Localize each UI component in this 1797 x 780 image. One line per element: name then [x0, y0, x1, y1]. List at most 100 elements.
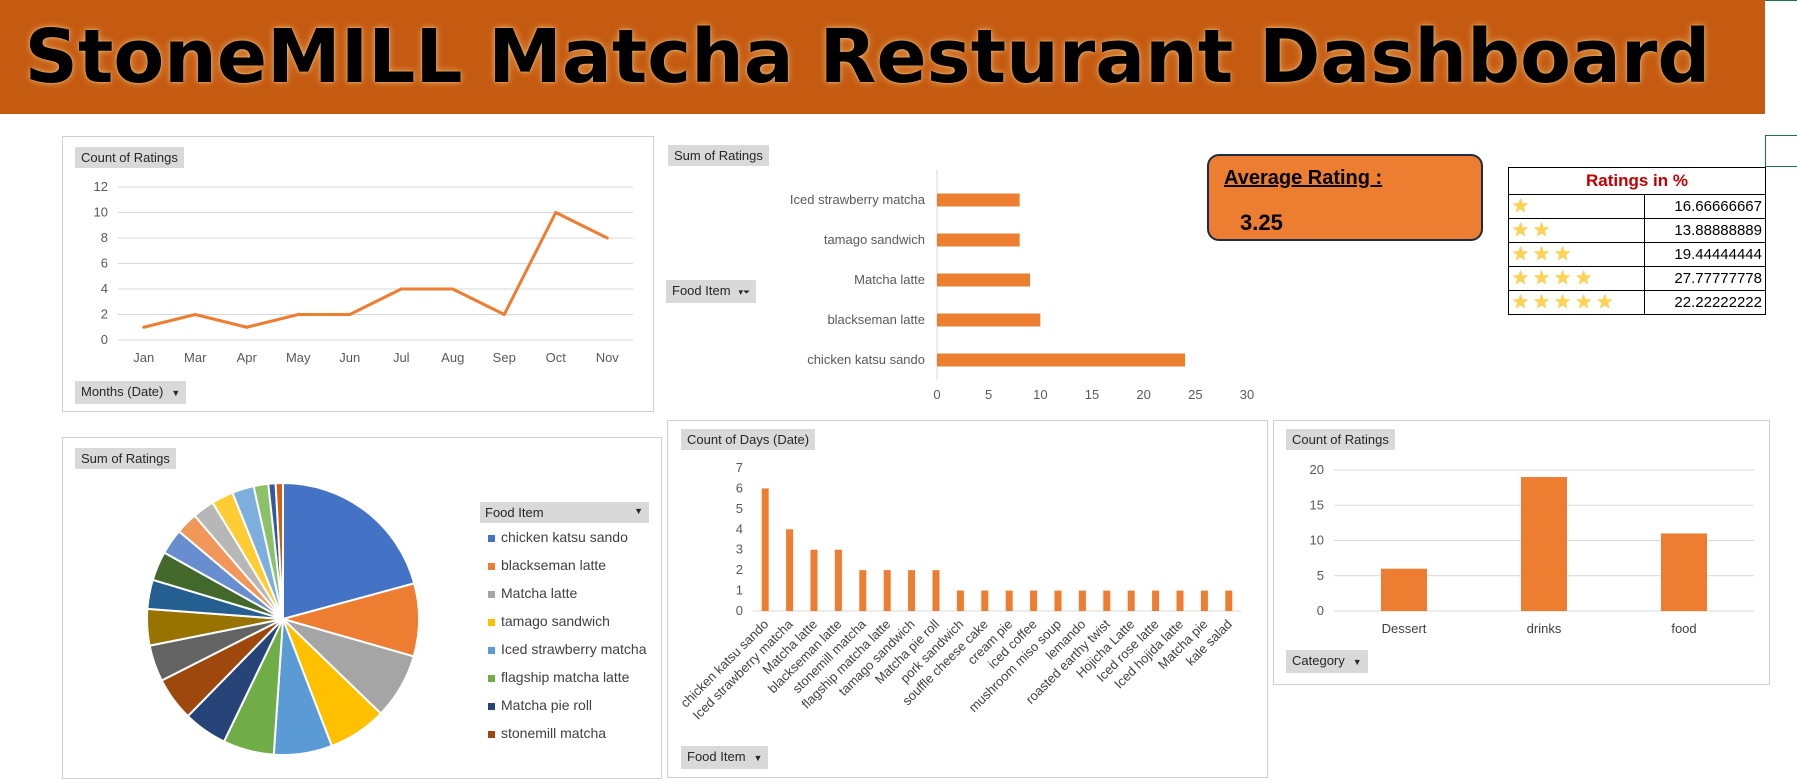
y-tick-label: 15: [1310, 497, 1324, 512]
sum-of-ratings-button[interactable]: Sum of Ratings: [668, 145, 769, 166]
star-icon: ★: [1512, 244, 1530, 265]
star-rating-cell: ★ ★: [1508, 218, 1645, 243]
y-tick-label: 6: [101, 256, 108, 271]
x-tick-label: Jun: [339, 350, 360, 365]
ratings-row: ★ 16.66666667: [1508, 194, 1766, 219]
bar: [1054, 590, 1062, 611]
data-point: [502, 313, 506, 316]
category-label: tamago sandwich: [824, 232, 925, 247]
legend-swatch: [488, 534, 495, 542]
pie-legend: Food Item ▼ chicken katsu sando blackseman…: [480, 502, 649, 747]
bar: [932, 570, 940, 611]
star-icon: ★: [1533, 244, 1551, 265]
y-tick-label: 2: [736, 562, 743, 577]
ratings-row: ★ ★ ★ ★ 27.77777778: [1508, 266, 1766, 291]
chevron-down-icon: ▼: [753, 753, 763, 763]
star-icon: ★: [1512, 292, 1530, 313]
category-button[interactable]: Category ▼: [1286, 650, 1368, 673]
legend-swatch: [488, 562, 495, 570]
data-point: [142, 325, 146, 329]
bar: [937, 233, 1020, 247]
x-tick-label: 0: [933, 387, 940, 402]
category-label: Matcha latte: [854, 272, 925, 287]
average-rating-value: 3.25: [1240, 210, 1283, 235]
legend-swatch: [488, 702, 495, 710]
legend-item: Iced strawberry matcha: [480, 635, 649, 663]
pie-slice: [282, 481, 416, 621]
x-tick-label: 20: [1136, 387, 1150, 402]
column-chart-panel: Count of Days (Date) 0 1 2 3 4 5 6 7 chicken kat…: [667, 420, 1268, 778]
data-point: [348, 313, 352, 316]
legend-food-item-label: Food Item: [485, 505, 544, 520]
chevron-down-icon: ▼: [171, 388, 181, 398]
food-item-filter-button[interactable]: Food Item ▾⏷: [666, 280, 757, 303]
legend-swatch: [488, 730, 495, 738]
data-point: [399, 287, 403, 291]
y-tick-label: 7: [736, 460, 743, 475]
count-of-days-button[interactable]: Count of Days (Date): [681, 429, 816, 450]
legend-swatch: [488, 618, 495, 626]
pie-sum-of-ratings-button[interactable]: Sum of Ratings: [75, 448, 176, 469]
legend-label: Iced strawberry matcha: [501, 641, 647, 657]
legend-swatch: [488, 590, 495, 598]
legend-item: chicken katsu sando: [480, 523, 649, 551]
legend-label: tamago sandwich: [501, 613, 610, 629]
star-icon: ★: [1512, 268, 1530, 289]
bar: [810, 549, 818, 611]
category-chart-panel: Count of Ratings 0 5 10 15 20 Dessert drinks fo…: [1273, 420, 1770, 685]
category-button-label: Category: [1292, 653, 1345, 668]
bar: [956, 590, 964, 611]
legend-item: Matcha pie roll: [480, 691, 649, 719]
bar: [1078, 590, 1086, 611]
star-icon: ★: [1554, 292, 1572, 313]
legend-item: flagship matcha latte: [480, 663, 649, 691]
category-count-of-ratings-button[interactable]: Count of Ratings: [1286, 429, 1395, 450]
x-tick-label: Apr: [237, 350, 258, 365]
bar: [1381, 568, 1427, 611]
x-tick-label: 5: [985, 387, 992, 402]
horizontal-bar-chart: 0 5 10 15 20 25 30 Iced strawberry matcha tamago…: [790, 170, 1254, 402]
bar: [883, 570, 891, 611]
star-icon: ★: [1512, 196, 1530, 217]
data-point: [554, 211, 558, 214]
x-tick-label: Aug: [441, 350, 464, 365]
count-of-ratings-button[interactable]: Count of Ratings: [75, 147, 184, 168]
x-tick-label: May: [286, 350, 311, 365]
x-tick-label: 10: [1033, 387, 1047, 402]
legend-food-item-button[interactable]: Food Item ▼: [480, 502, 649, 523]
selected-cell[interactable]: [1765, 135, 1797, 167]
star-icon: ★: [1512, 220, 1530, 241]
legend-swatch: [488, 674, 495, 682]
sheet-gridline: [1765, 0, 1797, 1]
category-chart: 0 5 10 15 20 Dessert drinks food: [1310, 462, 1754, 636]
pie-chart: [146, 481, 420, 756]
ratings-row: ★ ★ ★ 19.44444444: [1508, 242, 1766, 267]
chevron-down-icon: ▼: [634, 506, 643, 516]
star-icon: ★: [1575, 292, 1593, 313]
rating-percent: 19.44444444: [1644, 242, 1766, 267]
category-label: chicken katsu sando: [807, 352, 925, 367]
x-tick-label: 30: [1240, 387, 1254, 402]
bar: [937, 273, 1030, 287]
star-icon: ★: [1554, 244, 1572, 265]
title-banner: StoneMILL Matcha Resturant Dashboard: [0, 0, 1765, 114]
star-rating-cell: ★ ★ ★ ★: [1508, 266, 1645, 291]
y-tick-label: 10: [94, 205, 108, 220]
bar: [937, 353, 1185, 367]
y-tick-label: 8: [101, 230, 108, 245]
category-label: food: [1671, 621, 1696, 636]
y-tick-label: 5: [1317, 568, 1324, 583]
average-rating-label: Average Rating :: [1224, 167, 1383, 189]
column-food-item-button[interactable]: Food Item ▼: [681, 746, 769, 769]
filter-icon: ▾⏷: [738, 287, 751, 297]
star-icon: ★: [1596, 292, 1614, 313]
months-date-button[interactable]: Months (Date) ▼: [75, 381, 187, 404]
legend-swatch: [488, 646, 495, 654]
legend-label: flagship matcha latte: [501, 669, 630, 685]
rating-percent: 27.77777778: [1644, 266, 1766, 291]
star-rating-cell: ★ ★ ★ ★ ★: [1508, 290, 1645, 315]
chevron-down-icon: ▼: [1352, 657, 1362, 667]
pie-chart-panel: Sum of Ratings: [62, 437, 662, 779]
data-point: [296, 313, 300, 316]
x-tick-label: Sep: [493, 350, 516, 365]
